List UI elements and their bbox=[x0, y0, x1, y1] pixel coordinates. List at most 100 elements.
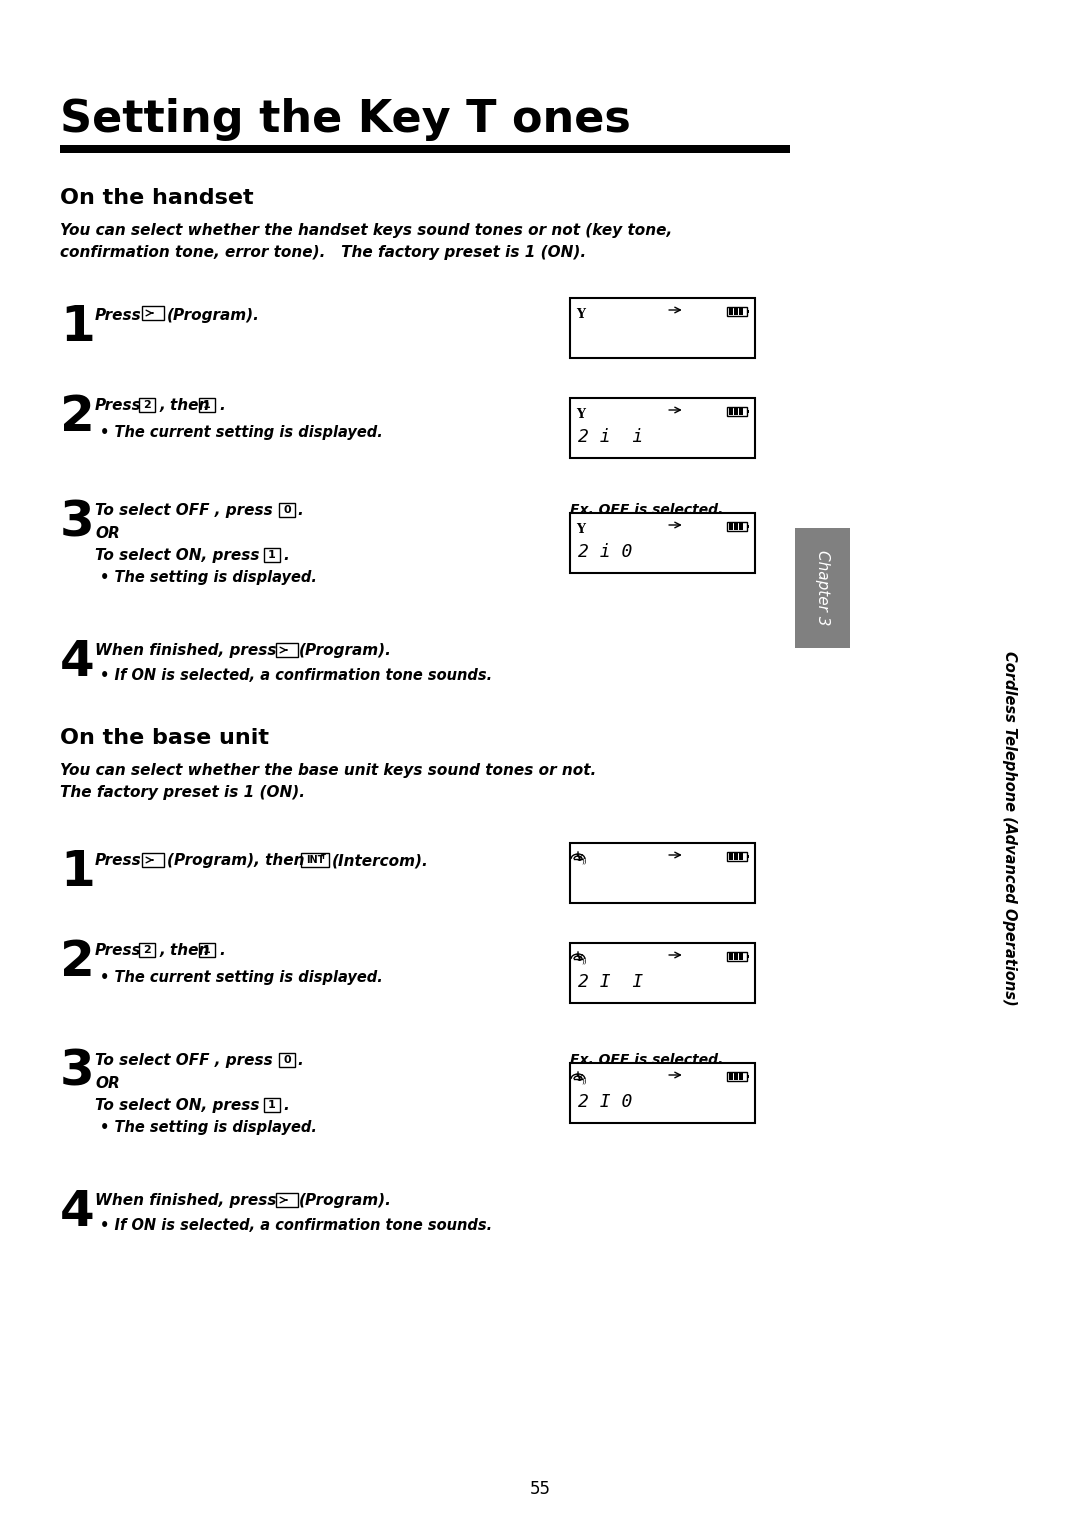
Text: 2: 2 bbox=[60, 938, 95, 986]
Bar bbox=[199, 397, 215, 413]
Text: On the base unit: On the base unit bbox=[60, 727, 269, 749]
Text: Chapter 3: Chapter 3 bbox=[815, 550, 831, 626]
Text: Ex. OFF is selected.: Ex. OFF is selected. bbox=[570, 1053, 724, 1067]
Bar bbox=[729, 309, 733, 315]
Text: INT: INT bbox=[306, 856, 324, 865]
Bar bbox=[570, 397, 755, 458]
Bar bbox=[795, 529, 850, 648]
Bar bbox=[734, 309, 738, 315]
Text: • The current setting is displayed.: • The current setting is displayed. bbox=[100, 970, 382, 986]
Bar bbox=[747, 410, 750, 413]
Text: 1: 1 bbox=[203, 400, 211, 410]
Bar bbox=[729, 523, 733, 530]
Text: .: . bbox=[219, 397, 225, 413]
Bar bbox=[739, 408, 743, 416]
Text: • If ON is selected, a confirmation tone sounds.: • If ON is selected, a confirmation tone… bbox=[100, 1218, 492, 1233]
Text: 1: 1 bbox=[203, 944, 211, 955]
Bar bbox=[727, 853, 747, 860]
Text: Ex. OFF is selected.: Ex. OFF is selected. bbox=[570, 503, 724, 516]
Text: 2 i  i: 2 i i bbox=[578, 428, 644, 446]
Bar bbox=[734, 853, 738, 860]
Bar bbox=[734, 1073, 738, 1080]
Bar bbox=[139, 943, 156, 957]
Text: • The current setting is displayed.: • The current setting is displayed. bbox=[100, 425, 382, 440]
Text: .: . bbox=[297, 1053, 302, 1068]
Text: T: T bbox=[321, 854, 325, 860]
Bar bbox=[570, 513, 755, 573]
Bar bbox=[570, 843, 755, 903]
Text: 2 I 0: 2 I 0 bbox=[578, 1093, 633, 1111]
Bar bbox=[570, 298, 755, 358]
Text: When finished, press: When finished, press bbox=[95, 1193, 276, 1209]
Text: .: . bbox=[283, 1099, 288, 1112]
Text: .: . bbox=[297, 503, 302, 518]
Bar bbox=[729, 1073, 733, 1080]
Bar bbox=[727, 952, 747, 961]
Text: 4: 4 bbox=[60, 639, 95, 686]
Text: OR: OR bbox=[95, 1076, 120, 1091]
Text: (Program), then: (Program), then bbox=[167, 853, 305, 868]
Text: .: . bbox=[219, 943, 225, 958]
Bar bbox=[139, 397, 156, 413]
Bar bbox=[276, 643, 298, 657]
Bar bbox=[734, 408, 738, 416]
Text: 1: 1 bbox=[60, 848, 95, 895]
Text: Press: Press bbox=[95, 309, 141, 322]
Text: On the handset: On the handset bbox=[60, 188, 254, 208]
Bar bbox=[264, 549, 280, 562]
Text: Y: Y bbox=[575, 854, 582, 863]
Bar bbox=[279, 1053, 295, 1067]
Text: To select ON, press: To select ON, press bbox=[95, 1099, 259, 1112]
Bar bbox=[141, 853, 164, 866]
Text: 2: 2 bbox=[60, 393, 95, 442]
Text: 0: 0 bbox=[283, 504, 291, 515]
Text: To select ON, press: To select ON, press bbox=[95, 549, 259, 562]
Bar bbox=[570, 1063, 755, 1123]
Bar bbox=[747, 856, 750, 859]
Text: )): )) bbox=[581, 957, 586, 964]
Text: OR: OR bbox=[95, 526, 120, 541]
Text: Y: Y bbox=[576, 309, 585, 321]
Bar bbox=[747, 310, 750, 313]
Bar bbox=[301, 853, 329, 866]
Text: You can select whether the base unit keys sound tones or not.: You can select whether the base unit key… bbox=[60, 762, 596, 778]
Text: 2 I  I: 2 I I bbox=[578, 973, 644, 992]
Bar bbox=[60, 145, 789, 153]
Text: 3: 3 bbox=[60, 1048, 95, 1096]
Text: )): )) bbox=[581, 1077, 586, 1083]
Bar bbox=[739, 953, 743, 960]
Bar bbox=[739, 1073, 743, 1080]
Text: Press: Press bbox=[95, 943, 141, 958]
Text: • The setting is displayed.: • The setting is displayed. bbox=[100, 570, 316, 585]
Text: Y: Y bbox=[576, 408, 585, 422]
Text: (Program).: (Program). bbox=[167, 309, 260, 322]
Bar bbox=[739, 523, 743, 530]
Text: • If ON is selected, a confirmation tone sounds.: • If ON is selected, a confirmation tone… bbox=[100, 668, 492, 683]
Bar bbox=[279, 503, 295, 516]
Text: 4: 4 bbox=[60, 1187, 95, 1236]
Bar bbox=[739, 853, 743, 860]
Bar bbox=[727, 406, 747, 416]
Bar bbox=[264, 1099, 280, 1112]
Text: Setting the Key T ones: Setting the Key T ones bbox=[60, 98, 631, 141]
Text: (Program).: (Program). bbox=[299, 643, 392, 659]
Text: The factory preset is 1 (ON).: The factory preset is 1 (ON). bbox=[60, 785, 305, 801]
Bar bbox=[747, 955, 750, 958]
Text: )): )) bbox=[581, 857, 586, 863]
Text: Y: Y bbox=[575, 953, 582, 963]
Text: 3: 3 bbox=[60, 498, 95, 545]
Bar bbox=[570, 943, 755, 1002]
Text: To select OFF , press: To select OFF , press bbox=[95, 503, 273, 518]
Text: 0: 0 bbox=[283, 1054, 291, 1065]
Bar bbox=[734, 953, 738, 960]
Text: 1: 1 bbox=[60, 303, 95, 351]
Bar bbox=[199, 943, 215, 957]
Bar bbox=[729, 853, 733, 860]
Text: 2 i 0: 2 i 0 bbox=[578, 542, 633, 561]
Bar bbox=[727, 1073, 747, 1080]
Text: 1: 1 bbox=[268, 550, 275, 559]
Text: , then: , then bbox=[160, 943, 211, 958]
Text: Press: Press bbox=[95, 397, 141, 413]
Bar bbox=[276, 1193, 298, 1207]
Text: , then: , then bbox=[160, 397, 211, 413]
